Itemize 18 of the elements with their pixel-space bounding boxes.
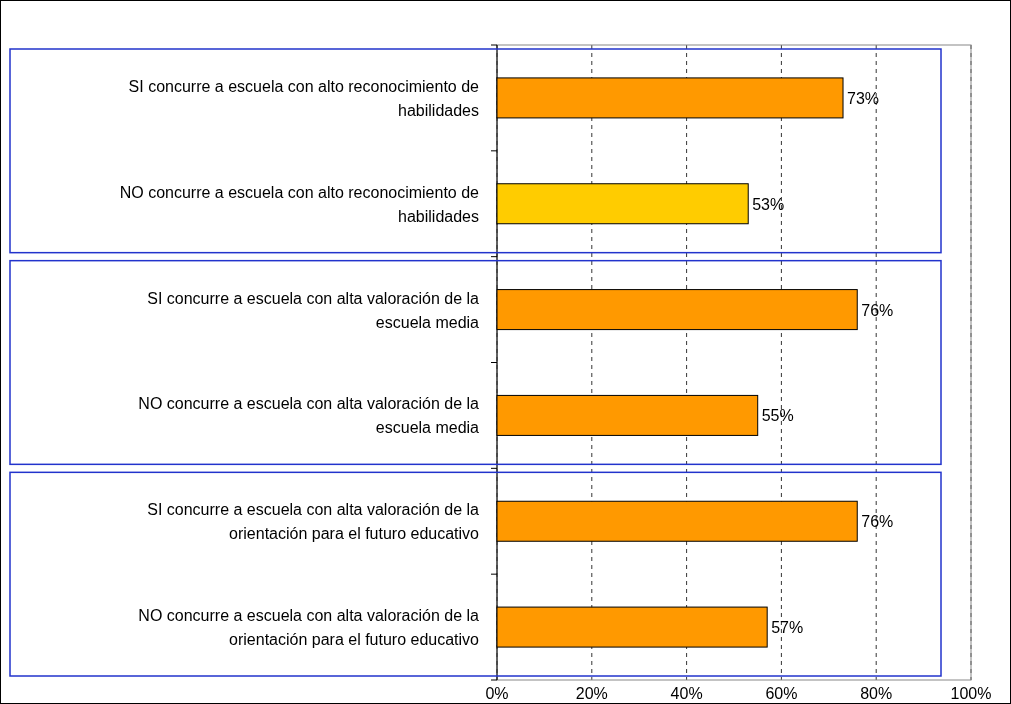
- x-tick-label: 100%: [950, 685, 992, 702]
- x-tick-label: 60%: [765, 685, 798, 702]
- y-tick-label: SI concurre a escuela con alto reconocimiento de habilidades: [128, 77, 480, 119]
- data-label: 76%: [861, 301, 894, 319]
- x-tick-label: 0%: [485, 685, 509, 702]
- x-tick-label: 80%: [860, 685, 893, 702]
- y-tick-label: SI concurre a escuela con alta valoración de la escuela media: [147, 289, 480, 331]
- x-tick-label: 40%: [670, 685, 703, 702]
- data-label: 57%: [771, 619, 804, 637]
- data-label: 55%: [761, 407, 794, 425]
- data-label: 73%: [847, 89, 880, 107]
- x-tick-label: 20%: [575, 685, 608, 702]
- data-label: 76%: [861, 513, 894, 531]
- y-tick-label: NO concurre a escuela con alto reconocimiento de habilidades: [119, 183, 480, 225]
- y-tick-label: NO concurre a escuela con alta valoración de la escuela media: [138, 395, 480, 437]
- data-label: 53%: [752, 195, 785, 213]
- y-tick-label: NO concurre a escuela con alta valoración de la orientación para el futuro educativo: [138, 607, 480, 649]
- y-tick-label: SI concurre a escuela con alta valoración de la orientación para el futuro educativo: [147, 501, 480, 543]
